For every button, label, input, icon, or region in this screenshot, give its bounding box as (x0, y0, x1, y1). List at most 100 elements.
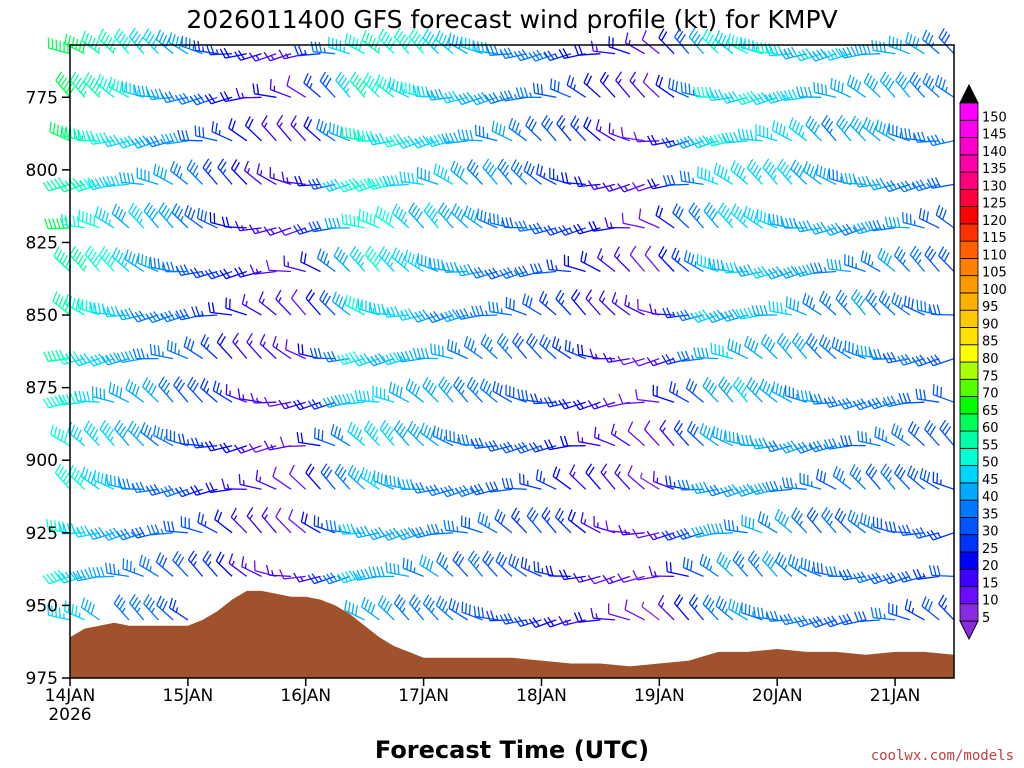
wind-barb (821, 114, 837, 142)
terrain-fill (70, 590, 954, 678)
wind-barb (143, 594, 159, 621)
wind-barb (595, 119, 616, 142)
wind-barb (440, 485, 469, 498)
wind-barb (175, 486, 203, 498)
wind-barb (803, 161, 822, 185)
wind-barb (243, 160, 262, 185)
colorbar-swatch (959, 465, 979, 484)
wind-barb (447, 32, 469, 55)
wind-barb (486, 610, 513, 622)
wind-barb (290, 289, 307, 316)
wind-barb (72, 353, 100, 367)
colorbar-swatch (959, 206, 979, 225)
wind-barb (894, 463, 911, 490)
wind-barb (263, 226, 292, 236)
wind-barb (828, 168, 852, 186)
colorbar-label: 100 (982, 283, 1007, 298)
wind-barb (119, 171, 144, 186)
wind-barb (928, 304, 955, 316)
wind-barb (272, 336, 292, 360)
y-tick-label: 950 (26, 596, 58, 616)
wind-barb (877, 247, 896, 273)
wind-barb (467, 550, 483, 577)
wind-barb (659, 419, 675, 447)
wind-barb (823, 396, 852, 408)
wind-barb (724, 430, 748, 447)
wind-barb (269, 167, 292, 186)
wind-barb (746, 376, 763, 403)
wind-barb (589, 348, 616, 360)
wind-barb (313, 427, 336, 447)
wind-barb (720, 483, 748, 498)
wind-barb (54, 463, 73, 490)
wind-barb (473, 606, 498, 621)
wind-barb (870, 607, 896, 621)
wind-barb (162, 261, 188, 273)
wind-barb (408, 202, 425, 229)
wind-barb (252, 83, 277, 98)
wind-barb (140, 422, 159, 447)
wind-barb (72, 525, 100, 538)
wind-barb (705, 309, 734, 324)
wind-barb (919, 467, 940, 490)
wind-barb (710, 342, 734, 360)
colorbar-label: 95 (982, 300, 999, 315)
wind-barb (832, 465, 852, 490)
colorbar-swatch (959, 603, 979, 622)
colorbar-label: 55 (982, 438, 999, 453)
wind-barb (655, 205, 675, 229)
wind-barb (749, 482, 778, 496)
wind-barb (849, 464, 867, 490)
colorbar-label: 110 (982, 248, 1007, 263)
wind-barb (682, 557, 704, 577)
wind-barb (528, 222, 557, 235)
wind-barb (305, 289, 321, 316)
colorbar-swatch (959, 257, 979, 277)
wind-barb (131, 526, 159, 539)
wind-barb (706, 523, 734, 535)
wind-barb (309, 347, 336, 360)
wind-barb (768, 213, 793, 229)
wind-barb (463, 205, 483, 229)
wind-barb (702, 376, 719, 403)
wind-barb (872, 516, 896, 534)
wind-barb (752, 41, 778, 55)
wind-barb (181, 35, 203, 55)
wind-barb (230, 507, 248, 534)
wind-barb (204, 268, 233, 280)
wind-barb (815, 164, 837, 185)
wind-barb (360, 467, 380, 490)
colorbar-label: 15 (982, 576, 999, 591)
wind-barb (158, 202, 174, 229)
wind-barb (813, 82, 837, 98)
wind-barb (128, 27, 145, 55)
wind-barb (50, 424, 71, 447)
wind-barb (488, 301, 513, 316)
wind-barb (168, 597, 189, 621)
wind-barb (549, 167, 572, 186)
wind-barb (52, 291, 71, 316)
wind-barb (133, 85, 159, 98)
wind-barb (587, 574, 616, 585)
wind-barb (924, 420, 940, 447)
wind-barb (453, 376, 469, 403)
wind-barb (200, 334, 218, 360)
wind-barb (396, 350, 424, 363)
wind-barb (485, 481, 513, 493)
wind-barb (646, 530, 675, 541)
wind-barb (211, 121, 233, 142)
wind-barb (412, 347, 439, 360)
wind-barb (396, 308, 424, 321)
wind-barb (77, 297, 100, 316)
wind-barb (180, 516, 203, 534)
wind-barb (351, 353, 380, 367)
wind-barb (891, 292, 911, 316)
y-tick-label: 925 (26, 524, 58, 544)
wind-barb (235, 87, 262, 99)
wind-barb (749, 91, 778, 106)
wind-barb (391, 203, 410, 229)
wind-barb (172, 550, 189, 577)
wind-barb (191, 306, 218, 318)
wind-barb (438, 376, 454, 403)
wind-barb (145, 311, 174, 324)
